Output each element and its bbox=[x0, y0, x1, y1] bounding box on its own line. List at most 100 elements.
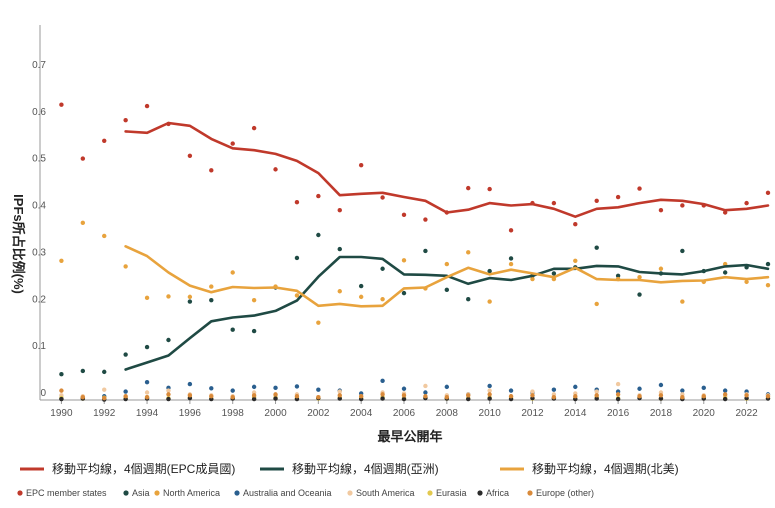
point-epc-member-states bbox=[744, 200, 749, 206]
y-tick-label: 0.5 bbox=[32, 154, 46, 165]
point-asia bbox=[337, 246, 342, 252]
point-australia-and-oceania bbox=[230, 388, 235, 393]
point-africa bbox=[166, 396, 171, 402]
y-tick-label: 0.7 bbox=[32, 60, 46, 71]
point-epc-member-states bbox=[144, 103, 150, 109]
point-north-america bbox=[80, 220, 86, 226]
point-europe-other bbox=[166, 392, 171, 397]
point-australia-and-oceania bbox=[123, 389, 128, 394]
point-africa bbox=[273, 396, 278, 401]
point-australia-and-oceania bbox=[508, 388, 514, 393]
point-asia bbox=[316, 232, 321, 238]
legend-dot-label: EPC member states bbox=[26, 488, 107, 498]
point-epc-member-states bbox=[487, 186, 492, 192]
point-north-america bbox=[573, 258, 578, 263]
point-epc-member-states bbox=[573, 222, 578, 227]
legend-line-label: 移動平均線，4個週期(EPC成員國) bbox=[52, 461, 235, 476]
point-north-america bbox=[508, 261, 514, 267]
legend-dot-label: Eurasia bbox=[436, 488, 467, 498]
point-epc-member-states bbox=[80, 156, 86, 161]
point-north-america bbox=[530, 276, 535, 282]
point-australia-and-oceania bbox=[401, 386, 407, 391]
point-europe-other bbox=[358, 394, 364, 399]
point-africa bbox=[251, 396, 257, 402]
point-epc-member-states bbox=[294, 199, 300, 205]
point-south-america bbox=[144, 390, 150, 395]
y-tick-label: 0.2 bbox=[32, 294, 46, 305]
legend-dot-swatch bbox=[477, 490, 483, 496]
point-epc-member-states bbox=[316, 193, 321, 199]
point-asia bbox=[722, 270, 728, 275]
legend-dot-swatch bbox=[347, 490, 353, 496]
point-asia bbox=[102, 369, 107, 375]
point-europe-other bbox=[251, 393, 257, 398]
point-north-america bbox=[337, 289, 342, 294]
point-australia-and-oceania bbox=[273, 385, 278, 391]
line-north-america-moving-average bbox=[124, 245, 770, 308]
point-asia bbox=[615, 273, 621, 278]
point-asia bbox=[230, 327, 235, 332]
x-tick-label: 2012 bbox=[521, 408, 544, 419]
legend-dot-swatch bbox=[154, 490, 160, 496]
legend-dot-label: Europe (other) bbox=[536, 488, 594, 498]
point-europe-other bbox=[508, 394, 514, 399]
point-australia-and-oceania bbox=[251, 384, 257, 390]
point-epc-member-states bbox=[423, 217, 428, 222]
legend-dot-label: North America bbox=[163, 488, 220, 498]
point-epc-member-states bbox=[209, 168, 214, 173]
point-africa bbox=[466, 396, 471, 402]
point-asia bbox=[487, 268, 492, 274]
point-north-america bbox=[380, 297, 385, 302]
point-north-america bbox=[487, 299, 492, 304]
point-north-america bbox=[658, 266, 664, 271]
point-australia-and-oceania bbox=[187, 381, 193, 387]
point-north-america bbox=[765, 282, 771, 288]
point-africa bbox=[594, 396, 599, 401]
point-europe-other bbox=[765, 394, 771, 399]
point-north-america bbox=[680, 299, 685, 304]
y-tick-label: 0.6 bbox=[32, 107, 46, 118]
point-europe-other bbox=[744, 393, 749, 398]
point-australia-and-oceania bbox=[573, 384, 578, 390]
point-epc-member-states bbox=[508, 228, 514, 233]
point-asia bbox=[358, 283, 364, 289]
point-europe-other bbox=[658, 393, 664, 398]
point-asia bbox=[187, 299, 193, 304]
point-asia bbox=[144, 344, 150, 350]
point-north-america bbox=[466, 250, 471, 255]
point-epc-member-states bbox=[680, 203, 685, 208]
point-epc-member-states bbox=[358, 162, 364, 168]
point-north-america bbox=[123, 264, 128, 269]
line-asia-moving-average bbox=[124, 255, 770, 371]
legend-dot-label: Africa bbox=[486, 488, 509, 498]
point-epc-member-states bbox=[337, 207, 342, 213]
legend-dot-swatch bbox=[123, 490, 129, 496]
point-europe-other bbox=[59, 388, 64, 393]
point-north-america bbox=[59, 258, 64, 263]
y-tick-label: 0.1 bbox=[32, 341, 46, 352]
point-europe-other bbox=[401, 393, 407, 398]
point-north-america bbox=[166, 294, 171, 299]
point-australia-and-oceania bbox=[144, 379, 150, 385]
legend-dot-label: Australia and Oceania bbox=[243, 488, 332, 498]
point-africa bbox=[401, 396, 407, 402]
x-tick-label: 2010 bbox=[479, 408, 502, 419]
x-tick-label: 2008 bbox=[436, 408, 459, 419]
point-asia bbox=[380, 266, 385, 271]
point-europe-other bbox=[102, 395, 107, 401]
x-tick-label: 2014 bbox=[564, 408, 587, 419]
point-north-america bbox=[144, 295, 150, 301]
legend-scatter: EPC member states Asia North America Austra… bbox=[17, 488, 594, 498]
point-africa bbox=[59, 396, 64, 402]
point-europe-other bbox=[701, 394, 706, 399]
point-australia-and-oceania bbox=[551, 387, 557, 392]
legend-dot-label: Asia bbox=[132, 488, 150, 498]
point-europe-other bbox=[123, 394, 128, 399]
point-north-america bbox=[401, 258, 407, 263]
point-asia bbox=[508, 256, 514, 261]
point-europe-other bbox=[637, 394, 642, 399]
legend-dot-swatch bbox=[234, 490, 240, 496]
point-europe-other bbox=[551, 394, 557, 400]
point-australia-and-oceania bbox=[637, 386, 642, 391]
point-north-america bbox=[102, 233, 107, 239]
